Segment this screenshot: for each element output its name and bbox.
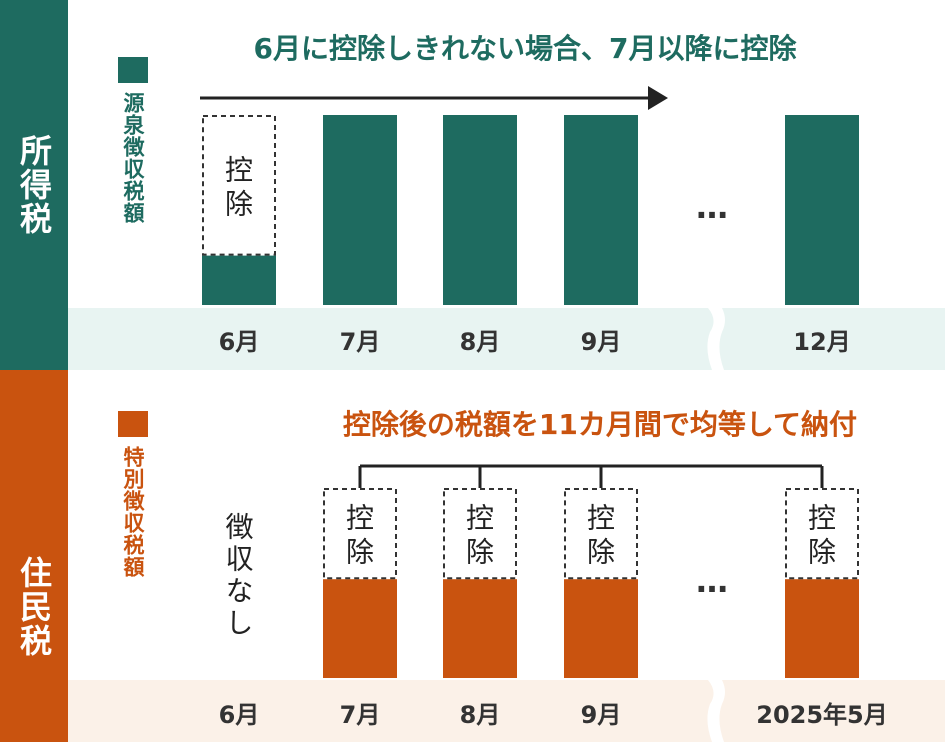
- income-tax-bar: [564, 115, 638, 305]
- resident-tax-caption: 控除後の税額を11カ月間で均等して納付: [343, 408, 857, 441]
- resident-tax-deduction-label: 除: [466, 536, 494, 569]
- income-tax-tick-label: 12月: [793, 328, 850, 356]
- income-tax-legend-label: 源泉徴収税額: [121, 92, 146, 224]
- income-tax-bar: [323, 115, 397, 305]
- resident-tax-deduction-label: 除: [587, 536, 615, 569]
- income-tax-bar: [785, 115, 859, 305]
- resident-tax-bar: [785, 579, 859, 678]
- resident-tax-tick-label: 9月: [581, 701, 622, 729]
- income-tax-caption: 6月に控除しきれない場合、7月以降に控除: [254, 32, 798, 65]
- resident-tax-panel: 住民税 特別徴収税額 控除後の税額を11カ月間で均等して納付 徴収なし 6月控除…: [0, 370, 945, 742]
- income-tax-bar: [202, 255, 276, 305]
- income-tax-tick-label: 9月: [581, 328, 622, 356]
- income-tax-tick-label: 6月: [219, 328, 260, 356]
- resident-tax-tick-label: 2025年5月: [756, 701, 888, 729]
- income-tax-tick-label: 8月: [460, 328, 501, 356]
- resident-tax-legend-label: 特別徴収税額: [121, 445, 146, 578]
- carryover-arrow-head: [648, 86, 668, 110]
- resident-tax-tick-label: 7月: [340, 701, 381, 729]
- resident-tax-side-label: 住民税: [15, 556, 53, 658]
- income-tax-side-band: [0, 0, 68, 370]
- income-tax-side-label: 所得税: [15, 134, 53, 236]
- income-tax-ellipsis: …: [696, 188, 728, 226]
- resident-tax-deduction-label: 控: [587, 502, 615, 535]
- resident-tax-bar: [323, 579, 397, 678]
- resident-tax-deduction-label: 除: [808, 536, 836, 569]
- resident-tax-axis-band: [68, 680, 945, 742]
- resident-tax-bar: [564, 579, 638, 678]
- income-tax-deduction-label: 除: [225, 187, 253, 220]
- no-collection-label: 徴収なし: [222, 512, 255, 640]
- resident-tax-deduction-label: 控: [346, 502, 374, 535]
- income-tax-panel: 所得税 源泉徴収税額 6月に控除しきれない場合、7月以降に控除 控除 6月 7月 8月…: [0, 0, 945, 370]
- resident-tax-legend-swatch: [118, 411, 148, 437]
- income-tax-axis-band: [68, 308, 945, 370]
- resident-tax-deduction-box: [443, 488, 517, 580]
- resident-tax-tick-label: 6月: [219, 701, 260, 729]
- income-tax-deduction-label: 控: [225, 153, 253, 186]
- resident-tax-bar: [443, 579, 517, 678]
- income-tax-deduction-box: [202, 115, 276, 256]
- resident-tax-tick-label: 8月: [460, 701, 501, 729]
- resident-tax-deduction-box: [564, 488, 638, 580]
- resident-tax-deduction-label: 除: [346, 536, 374, 569]
- resident-tax-deduction-box: [785, 488, 859, 580]
- income-tax-legend-swatch: [118, 57, 148, 83]
- resident-tax-deduction-label: 控: [466, 502, 494, 535]
- resident-tax-deduction-box: [323, 488, 397, 580]
- income-tax-bar: [443, 115, 517, 305]
- resident-tax-side-band: [0, 370, 68, 742]
- resident-tax-ellipsis: …: [696, 562, 728, 600]
- resident-tax-deduction-label: 控: [808, 502, 836, 535]
- equal-split-bracket: [358, 464, 824, 488]
- income-tax-tick-label: 7月: [340, 328, 381, 356]
